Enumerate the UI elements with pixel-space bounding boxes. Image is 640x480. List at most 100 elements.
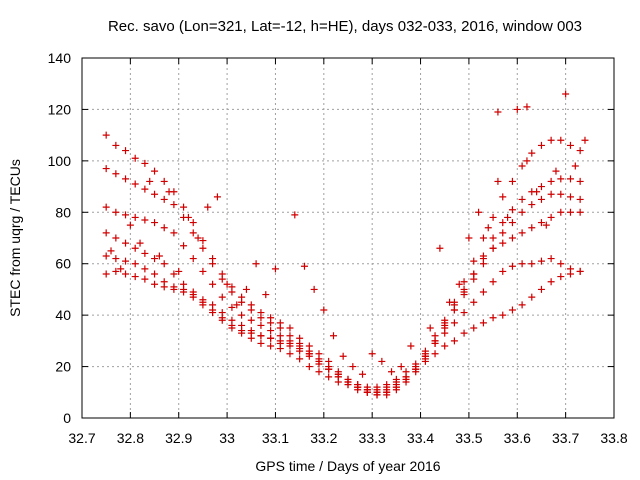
data-point: [557, 260, 565, 268]
data-point: [305, 363, 313, 371]
data-point: [296, 334, 304, 342]
data-point: [209, 280, 217, 288]
data-point: [523, 103, 531, 111]
y-tick-label: 60: [55, 256, 71, 272]
data-point: [286, 350, 294, 358]
data-point: [460, 278, 468, 286]
data-point: [160, 177, 168, 185]
data-point: [247, 329, 255, 337]
data-point: [209, 255, 217, 263]
data-point: [160, 278, 168, 286]
data-point: [407, 342, 415, 350]
grid-lines: [82, 58, 614, 418]
data-point: [170, 283, 178, 291]
data-point: [479, 252, 487, 260]
data-point: [122, 147, 130, 155]
data-point: [499, 311, 507, 319]
data-point: [228, 303, 236, 311]
data-point: [441, 319, 449, 327]
data-point: [276, 319, 284, 327]
data-point: [242, 285, 250, 293]
data-point: [180, 280, 188, 288]
data-point: [218, 309, 226, 317]
data-point: [228, 283, 236, 291]
data-point: [122, 257, 130, 265]
data-point: [247, 316, 255, 324]
data-point: [528, 293, 536, 301]
data-point: [209, 309, 217, 317]
data-point: [523, 157, 531, 165]
data-point: [470, 257, 478, 265]
data-point: [339, 352, 347, 360]
data-point: [576, 177, 584, 185]
data-point: [426, 324, 434, 332]
data-point: [238, 327, 246, 335]
data-point: [112, 255, 120, 263]
data-point: [296, 355, 304, 363]
data-point: [402, 375, 410, 383]
data-point: [373, 388, 381, 396]
data-point: [499, 239, 507, 247]
data-point: [479, 234, 487, 242]
data-point: [446, 298, 454, 306]
data-point: [508, 262, 516, 270]
data-points: [102, 90, 589, 399]
data-point: [286, 332, 294, 340]
y-axis-label: STEC from uqrg / TECUs: [7, 159, 23, 317]
data-point: [557, 273, 565, 281]
data-point: [160, 224, 168, 232]
data-point: [267, 314, 275, 322]
data-point: [436, 244, 444, 252]
data-point: [131, 244, 139, 252]
x-tick-label: 33.8: [600, 430, 627, 446]
x-tick-label: 33.6: [504, 430, 531, 446]
data-point: [344, 375, 352, 383]
data-point: [257, 332, 265, 340]
data-point: [528, 201, 536, 209]
plot-frame: [81, 57, 615, 419]
data-point: [310, 285, 318, 293]
data-point: [542, 221, 550, 229]
data-point: [484, 224, 492, 232]
data-point: [571, 162, 579, 170]
data-point: [151, 270, 159, 278]
data-point: [141, 185, 149, 193]
x-tick-label: 32.9: [165, 430, 192, 446]
data-point: [189, 219, 197, 227]
data-point: [199, 301, 207, 309]
data-point: [184, 213, 192, 221]
data-point: [155, 252, 163, 260]
data-point: [141, 275, 149, 283]
y-tick-label: 120: [48, 101, 72, 117]
data-point: [479, 319, 487, 327]
data-point: [537, 195, 545, 203]
data-point: [354, 381, 362, 389]
data-point: [112, 234, 120, 242]
data-point: [107, 247, 115, 255]
data-point: [126, 221, 134, 229]
data-point: [122, 211, 130, 219]
data-point: [151, 280, 159, 288]
data-point: [499, 219, 507, 227]
data-point: [359, 370, 367, 378]
data-point: [170, 229, 178, 237]
data-point: [518, 301, 526, 309]
data-point: [170, 201, 178, 209]
data-point: [146, 177, 154, 185]
x-tick-label: 33.3: [359, 430, 386, 446]
data-point: [257, 309, 265, 317]
data-point: [378, 357, 386, 365]
y-tick-label: 40: [55, 307, 71, 323]
data-point: [141, 159, 149, 167]
data-point: [213, 193, 221, 201]
data-point: [141, 265, 149, 273]
data-point: [508, 306, 516, 314]
data-point: [136, 239, 144, 247]
data-point: [489, 244, 497, 252]
data-point: [160, 260, 168, 268]
data-point: [257, 321, 265, 329]
y-tick-label: 80: [55, 204, 71, 220]
data-point: [460, 309, 468, 317]
data-point: [315, 350, 323, 358]
data-point: [518, 229, 526, 237]
